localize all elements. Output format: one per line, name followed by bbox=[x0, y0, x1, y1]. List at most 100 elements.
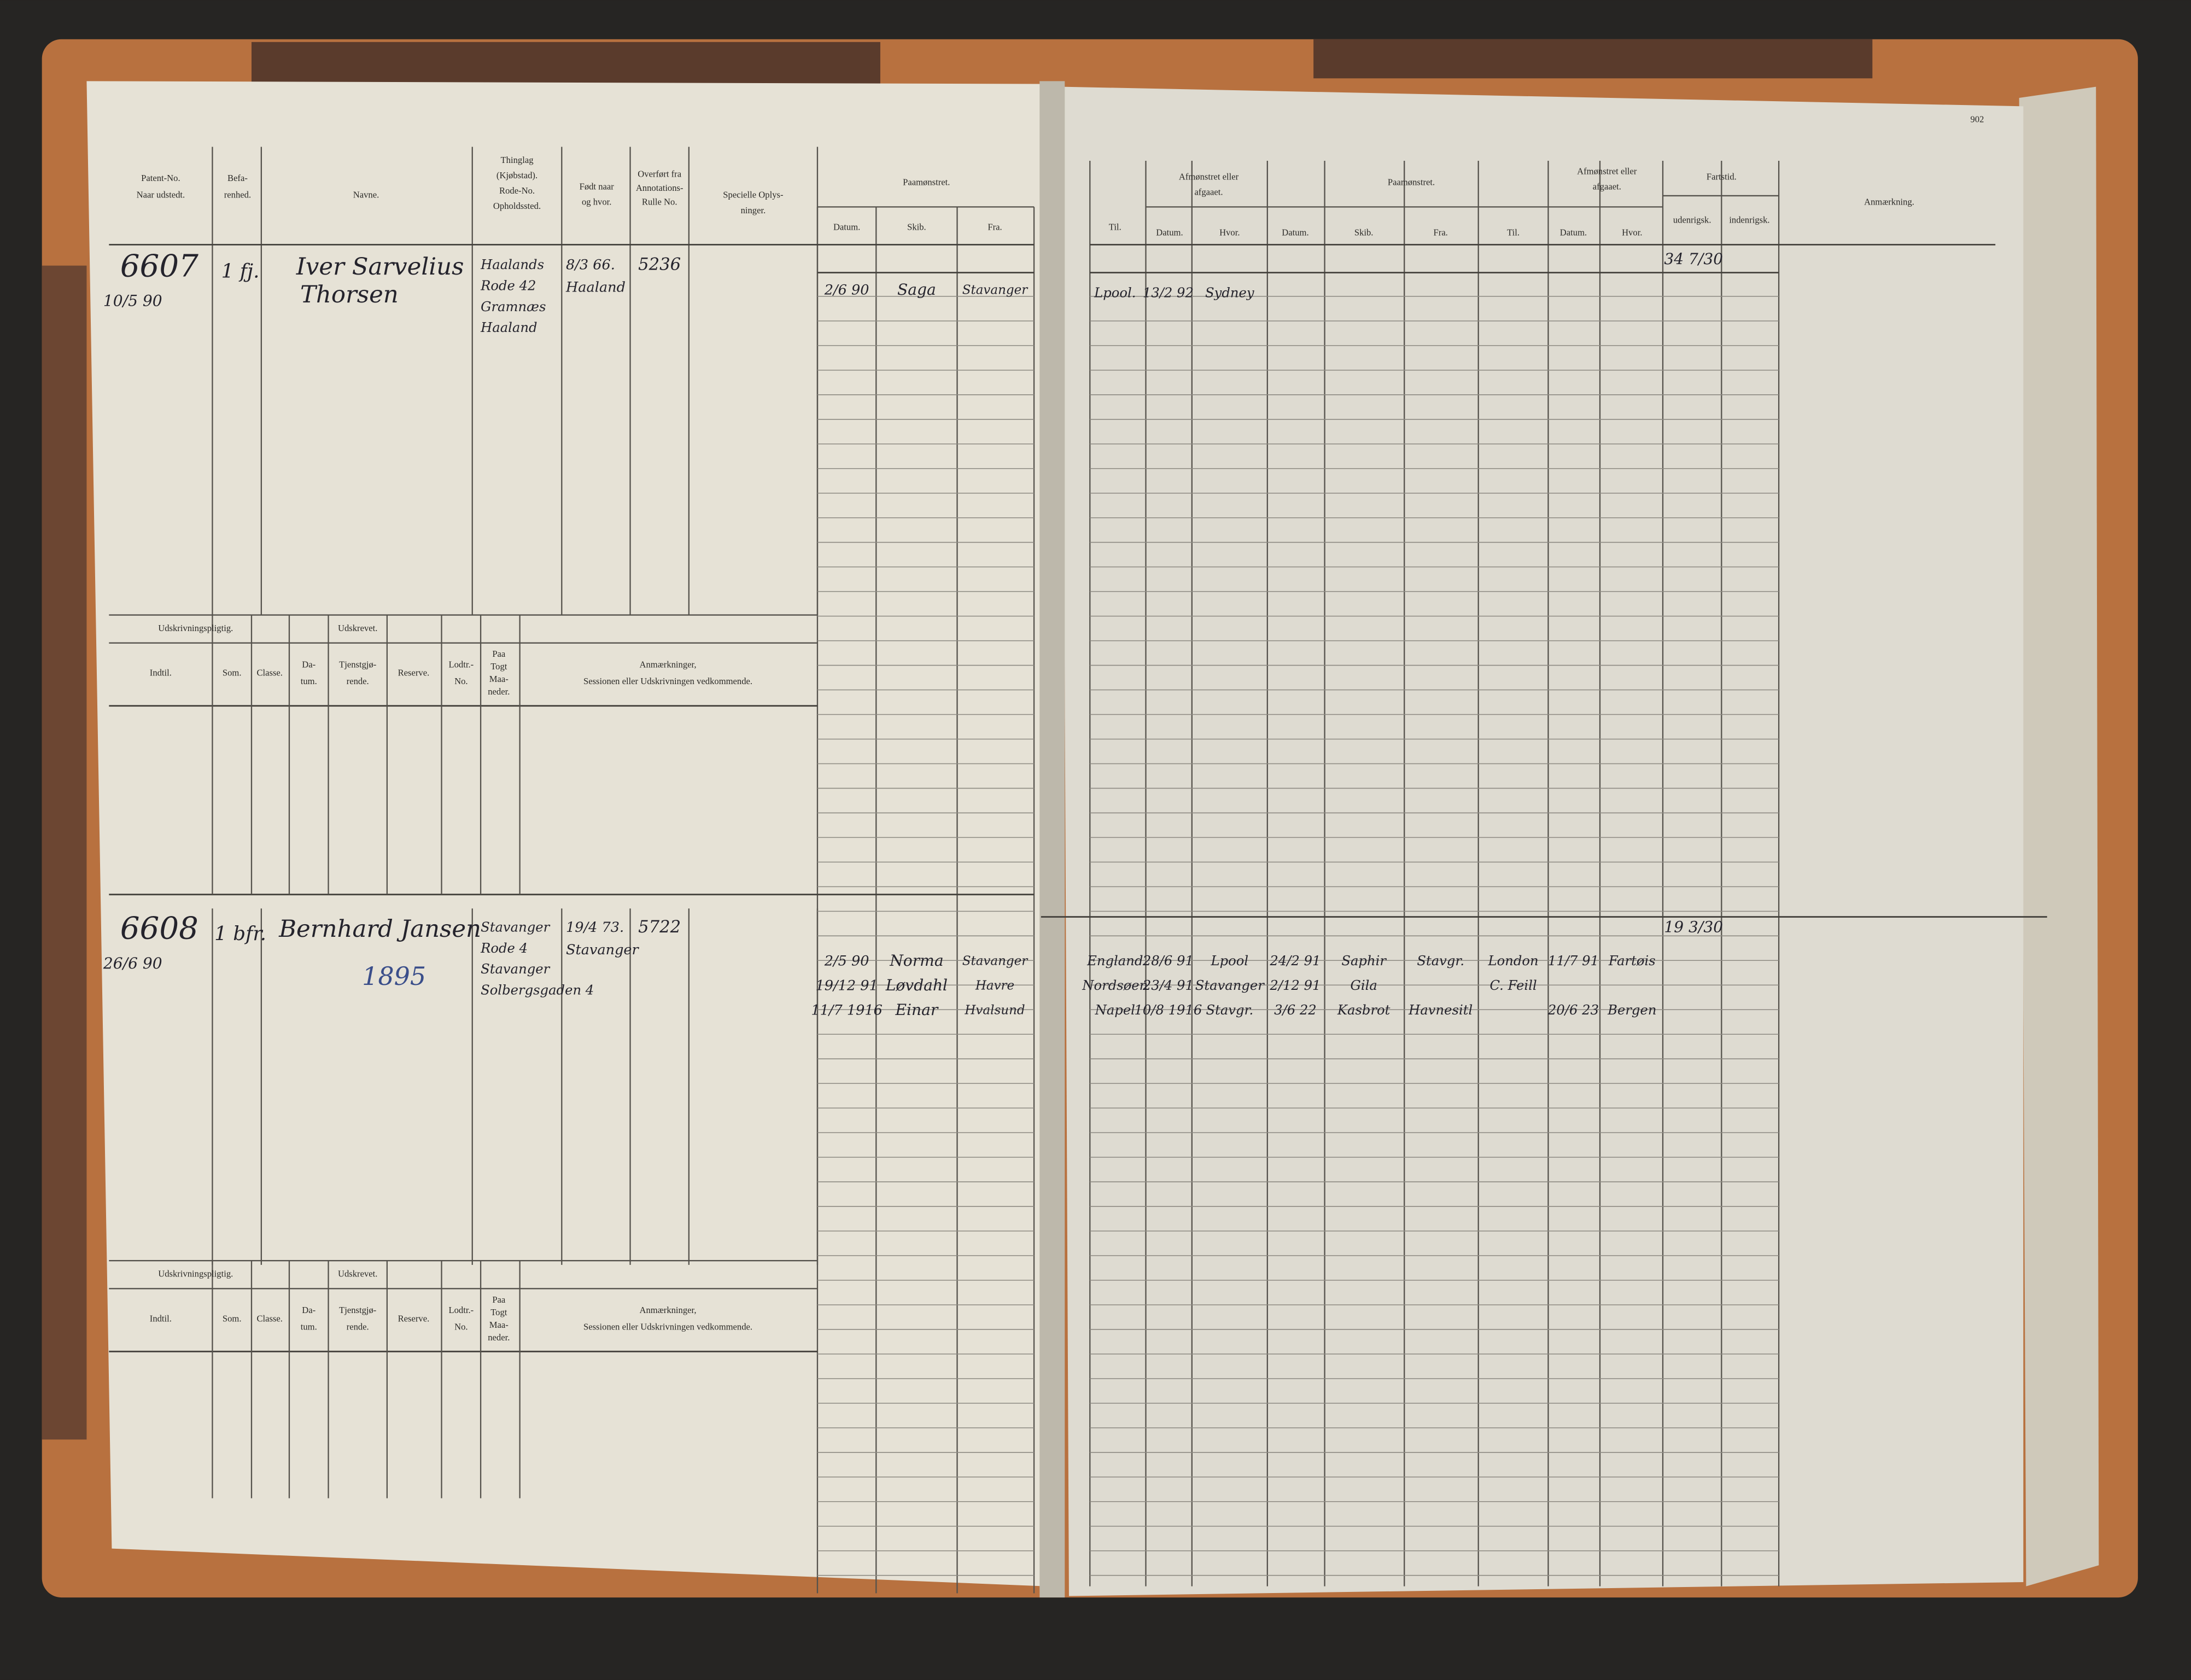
handwriting: 23/4 91 bbox=[1142, 977, 1194, 993]
handwriting: 2/6 90 bbox=[824, 282, 869, 299]
header-text: Paamønstret. bbox=[903, 177, 950, 188]
header-text: Indtil. bbox=[150, 1313, 172, 1323]
handwriting: Saphir bbox=[1341, 953, 1387, 969]
header-text: Classe. bbox=[256, 1313, 283, 1323]
header-text: Paa bbox=[492, 1294, 506, 1305]
header-text: Lodtr.- bbox=[448, 1305, 474, 1315]
header-text: afgaaet. bbox=[1194, 187, 1223, 197]
header-text: Overført fra bbox=[638, 168, 681, 179]
header-text: Til. bbox=[1109, 222, 1121, 232]
handwriting: 11/7 91 bbox=[1548, 953, 1599, 969]
header-text: rende. bbox=[347, 1322, 369, 1332]
handwriting: Kasbrot bbox=[1337, 1002, 1390, 1018]
header-text: Sessionen eller Udskrivningen vedkommend… bbox=[583, 1322, 752, 1332]
handwriting: 20/6 23 bbox=[1547, 1002, 1599, 1018]
header-text: Datum. bbox=[1282, 228, 1308, 238]
handwriting: Gila bbox=[1350, 977, 1377, 993]
handwriting: Norma bbox=[889, 952, 943, 970]
handwriting: 6608 bbox=[120, 911, 198, 947]
header-text: Til. bbox=[1507, 228, 1520, 238]
header-text: Sessionen eller Udskrivningen vedkommend… bbox=[583, 676, 752, 686]
handwriting: Rode 4 bbox=[480, 940, 528, 956]
header-text: neder. bbox=[488, 1332, 510, 1343]
header-text: Fartstid. bbox=[1707, 172, 1737, 182]
left-page bbox=[86, 81, 1045, 1586]
handwriting: Lpool bbox=[1211, 953, 1249, 969]
handwriting: Iver Sarvelius bbox=[296, 253, 464, 281]
handwriting: Stavgr. bbox=[1417, 953, 1464, 969]
header-text: Udskrevet. bbox=[338, 623, 377, 633]
header-text: Datum. bbox=[833, 222, 860, 232]
handwriting: Haaland bbox=[480, 319, 537, 335]
handwriting: 1 fj. bbox=[221, 260, 260, 282]
handwriting: 3/6 22 bbox=[1274, 1002, 1317, 1018]
header-text: Udskrivningspligtig. bbox=[158, 1269, 233, 1279]
handwriting: Fartøis bbox=[1608, 953, 1656, 969]
handwriting: Bernhard Jansen bbox=[278, 915, 481, 943]
header-text: Anmærkninger, bbox=[639, 659, 696, 669]
handwriting: 28/6 91 bbox=[1142, 953, 1194, 969]
handwriting: Gramnæs bbox=[481, 299, 546, 314]
header-text: Afmønstret eller bbox=[1577, 166, 1637, 176]
handwriting: Nordsøen bbox=[1082, 977, 1148, 993]
header-text: No. bbox=[454, 1322, 468, 1332]
handwriting: Havnesitl bbox=[1408, 1002, 1473, 1018]
page-edges bbox=[2019, 86, 2099, 1586]
header-text: Indtil. bbox=[150, 668, 172, 678]
cover-band bbox=[1313, 39, 1873, 79]
header-text: ninger. bbox=[741, 205, 766, 215]
handwriting: Stavanger bbox=[962, 283, 1029, 298]
handwriting: Havre bbox=[975, 978, 1014, 993]
handwriting: Stavgr. bbox=[1206, 1002, 1253, 1018]
header-text: Skib. bbox=[907, 222, 926, 232]
header-text: rende. bbox=[347, 676, 369, 686]
header-text: Togt bbox=[490, 1307, 507, 1317]
header-text: Togt bbox=[490, 661, 507, 672]
handwriting: 19/12 91 bbox=[815, 977, 878, 994]
header-text: Da- bbox=[302, 659, 315, 669]
handwriting: 2/12 91 bbox=[1269, 977, 1321, 993]
handwriting: 10/8 1916 bbox=[1134, 1002, 1202, 1018]
header-text: Afmønstret eller bbox=[1179, 172, 1239, 182]
handwriting: Einar bbox=[895, 1001, 938, 1019]
handwriting: 34 7/30 bbox=[1664, 250, 1723, 268]
header-text: Datum. bbox=[1560, 228, 1587, 238]
header-text: udenrigsk. bbox=[1673, 215, 1711, 225]
page-number: 902 bbox=[1971, 114, 1984, 125]
header-text: Tjenstgjø- bbox=[339, 659, 376, 669]
header-text: Naar udstedt. bbox=[137, 190, 185, 200]
handwriting: Stavanger bbox=[1195, 977, 1265, 993]
header-text: Maa- bbox=[489, 1320, 509, 1330]
header-text: Befa- bbox=[227, 173, 248, 183]
header-text: renhed. bbox=[224, 190, 251, 200]
header-text: Anmærkninger, bbox=[639, 1305, 696, 1315]
header-text: og hvor. bbox=[582, 197, 611, 207]
handwriting: Thorsen bbox=[300, 281, 399, 308]
header-text: tum. bbox=[301, 1322, 317, 1332]
handwriting: Løvdahl bbox=[885, 976, 948, 994]
handwriting: Hvalsund bbox=[964, 1003, 1025, 1017]
header-text: Da- bbox=[302, 1305, 315, 1315]
header-text: indenrigsk. bbox=[1729, 215, 1769, 225]
handwriting: Sydney bbox=[1205, 284, 1254, 300]
header-text: tum. bbox=[301, 676, 317, 686]
ruling bbox=[109, 147, 2047, 1594]
header-text: Udskrivningspligtig. bbox=[158, 623, 233, 633]
handwriting: 1 bfr. bbox=[214, 923, 266, 945]
handwriting: 6607 bbox=[120, 248, 198, 284]
handwriting: Stavanger bbox=[481, 961, 551, 977]
header-text: Maa- bbox=[489, 674, 509, 684]
header-text: Anmærkning. bbox=[1864, 197, 1914, 207]
handwriting: Rode 42 bbox=[480, 278, 536, 294]
handwriting: 24/2 91 bbox=[1269, 953, 1321, 969]
header-text: Født naar bbox=[580, 181, 615, 191]
header-text: Rode-No. bbox=[499, 185, 535, 196]
header-text: Annotations- bbox=[636, 183, 683, 193]
header-text: Hvor. bbox=[1219, 228, 1240, 238]
handwriting: C. Feill bbox=[1489, 977, 1536, 993]
header-text: Fra. bbox=[988, 222, 1002, 232]
handwriting: 5236 bbox=[638, 255, 681, 275]
gutter bbox=[1039, 81, 1065, 1598]
